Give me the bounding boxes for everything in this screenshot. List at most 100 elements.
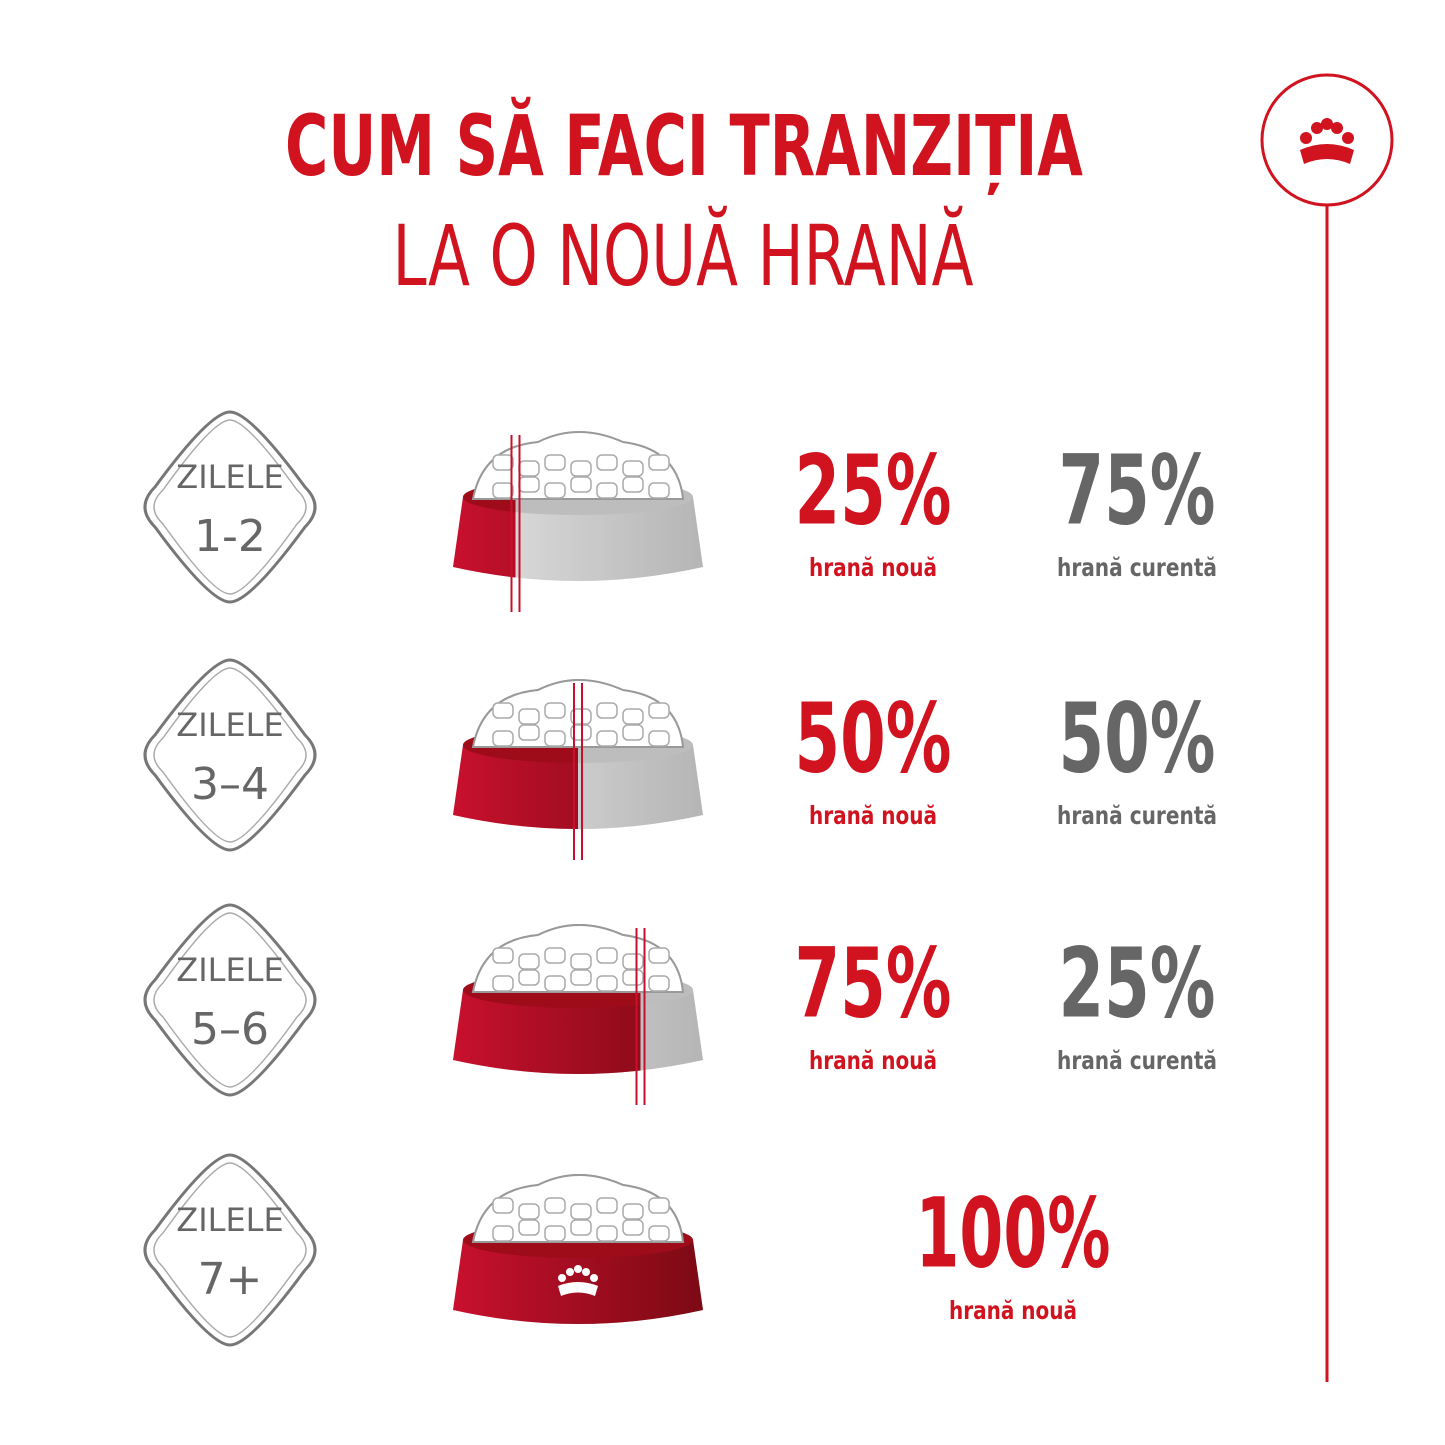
day-label: ZILELE (176, 951, 283, 989)
kibble (570, 953, 592, 970)
step-row: ZILELE 3–4 50% hrană nouă 50% hrană curentă (143, 658, 1217, 860)
kibble (518, 1219, 540, 1236)
day-label: ZILELE (176, 458, 283, 496)
day-label: ZILELE (176, 706, 283, 744)
kibble (518, 1203, 540, 1220)
kibble (492, 454, 514, 471)
day-range: 1-2 (194, 511, 266, 562)
day-range: 3–4 (191, 759, 269, 810)
title: CUM SĂ FACI TRANZIȚIA (285, 96, 1083, 195)
kibble (518, 724, 540, 741)
kibble (492, 730, 514, 747)
kibble (492, 975, 514, 992)
kibble (622, 953, 641, 970)
kibble (492, 947, 514, 964)
kibble (518, 953, 540, 970)
kibble (648, 1225, 670, 1242)
day-badge (143, 1153, 317, 1347)
kibble (622, 724, 644, 741)
day-badge-inner (153, 912, 307, 1088)
kibble (570, 1203, 592, 1220)
kibble (648, 947, 670, 964)
crown-dot (582, 1268, 590, 1276)
kibble (648, 1197, 670, 1214)
new-label: hrană nouă (809, 553, 937, 582)
kibble (648, 702, 670, 719)
day-range: 7+ (198, 1254, 263, 1305)
new-percent: 50% (795, 682, 952, 794)
bowl-body (453, 990, 641, 1074)
kibble (596, 702, 618, 719)
kibble (518, 476, 540, 493)
new-label: hrană nouă (809, 801, 937, 830)
kibble (622, 460, 644, 477)
kibble (622, 708, 644, 725)
new-percent: 75% (795, 927, 952, 1039)
brand-circle (1260, 73, 1394, 207)
current-percent: 50% (1059, 682, 1216, 794)
kibble (544, 730, 566, 747)
kibble (570, 476, 592, 493)
kibble (544, 1225, 566, 1242)
new-percent: 25% (795, 434, 952, 546)
kibble (544, 482, 566, 499)
kibble (492, 702, 514, 719)
kibble (544, 975, 566, 992)
kibble (648, 482, 670, 499)
kibble (544, 1197, 566, 1214)
day-badge-inner (153, 419, 307, 595)
kibble (596, 1225, 618, 1242)
day-badge-inner (153, 667, 307, 843)
kibble (492, 1197, 514, 1214)
bowl-body (453, 497, 516, 578)
kibble (622, 476, 644, 493)
current-label: hrană curentă (1057, 553, 1217, 582)
kibble (544, 702, 566, 719)
crown-dot (566, 1268, 574, 1276)
day-badge-inner (153, 1162, 307, 1338)
kibble (570, 460, 592, 477)
kibble (544, 947, 566, 964)
bowl-part (453, 679, 578, 829)
crown-band (558, 1282, 598, 1296)
new-label: hrană nouă (949, 1296, 1077, 1325)
crown-icon (1300, 118, 1354, 164)
kibble (518, 708, 540, 725)
bowl-crown (558, 1265, 598, 1296)
kibble (648, 730, 670, 747)
kibble (596, 454, 618, 471)
new-label: hrană nouă (809, 1046, 937, 1075)
kibble (648, 975, 670, 992)
kibble (544, 454, 566, 471)
kibble (622, 1203, 644, 1220)
kibble (596, 482, 618, 499)
current-label: hrană curentă (1057, 1046, 1217, 1075)
day-range: 5–6 (191, 1004, 269, 1055)
step-row: ZILELE 1-2 25% hrană nouă 75% hrană curentă (143, 410, 1217, 612)
step-row: ZILELE 5–6 75% hrană nouă 25% hrană curentă (143, 903, 1217, 1105)
bowl-body (453, 745, 578, 829)
crown-dot (558, 1274, 566, 1282)
kibble (492, 1225, 514, 1242)
bowl-part (453, 924, 641, 1074)
crown-dot (574, 1265, 582, 1273)
day-badge (143, 903, 317, 1097)
kibble (596, 730, 618, 747)
current-label: hrană curentă (1057, 801, 1217, 830)
day-label: ZILELE (176, 1201, 283, 1239)
kibble (492, 482, 514, 499)
brand-badge (1260, 73, 1394, 1382)
crown-dot (590, 1274, 598, 1282)
kibble (622, 1219, 644, 1236)
day-badge (143, 410, 317, 604)
current-percent: 25% (1059, 927, 1216, 1039)
kibble (518, 460, 540, 477)
kibble (622, 969, 641, 986)
day-badge (143, 658, 317, 852)
kibble (570, 1219, 592, 1236)
kibble (518, 969, 540, 986)
kibble (570, 969, 592, 986)
kibble (596, 975, 618, 992)
subtitle: LA O NOUĂ HRANĂ (393, 205, 974, 305)
kibble (596, 1197, 618, 1214)
